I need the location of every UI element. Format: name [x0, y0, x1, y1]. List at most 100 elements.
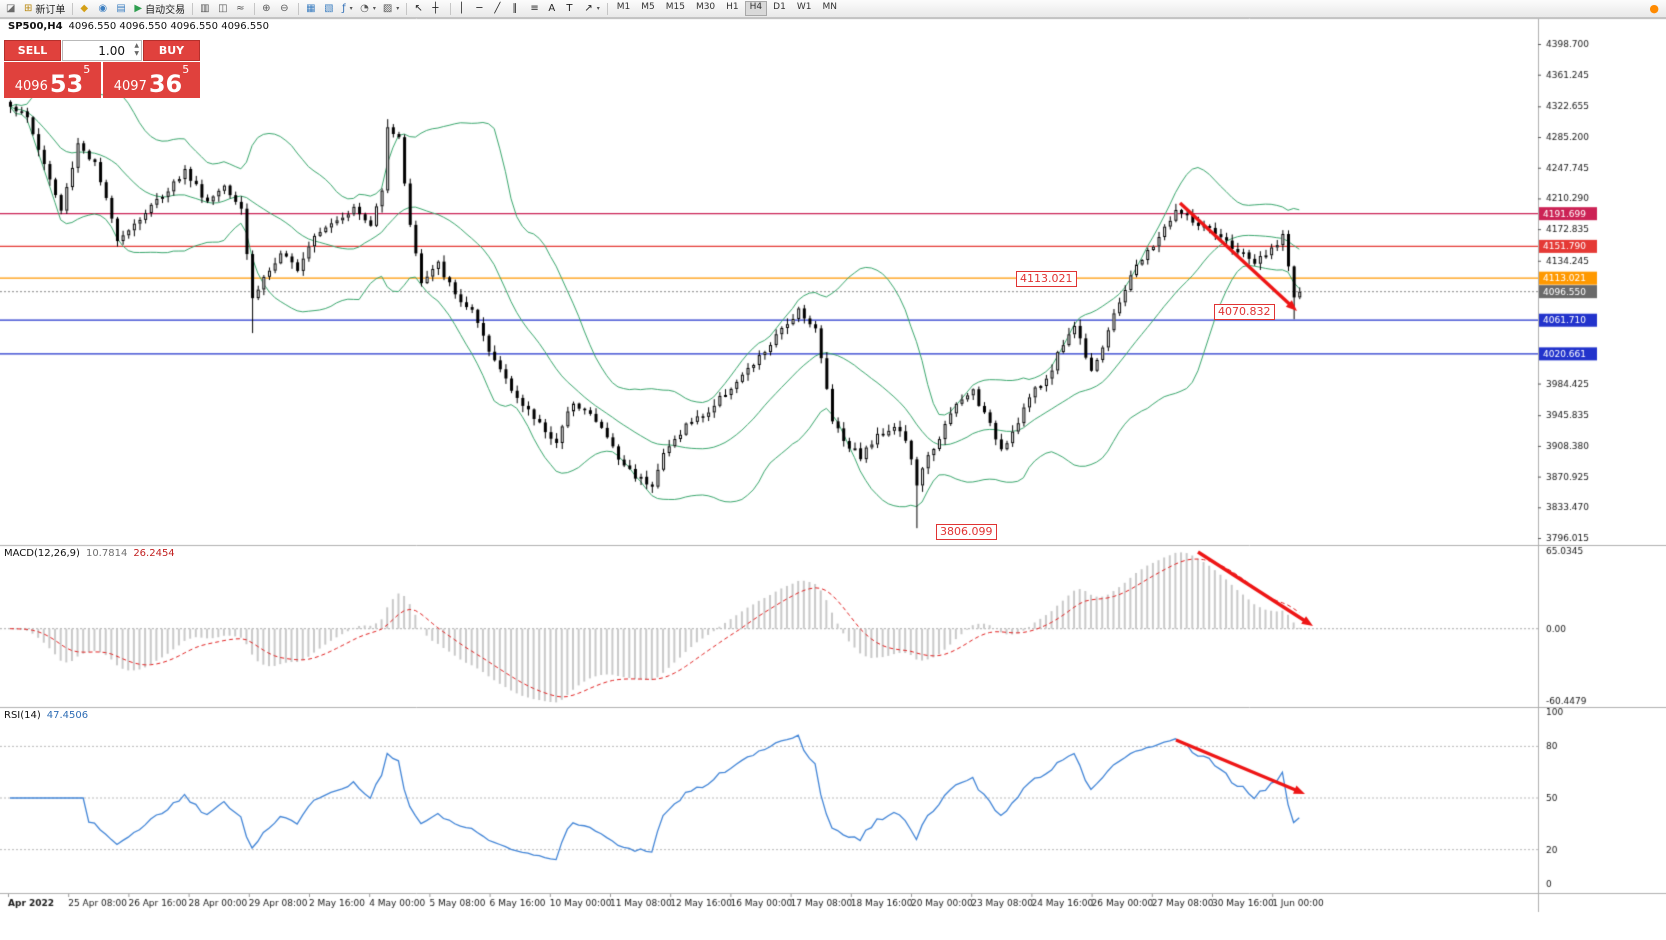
periods-icon: ◔ [360, 2, 369, 14]
dropdown-caret-icon: ▾ [372, 5, 376, 12]
toolbar-separator [298, 2, 300, 15]
alerts-icon[interactable]: ● [1649, 2, 1659, 15]
macd-header: MACD(12,26,9) 10.7814 26.2454 [4, 548, 175, 559]
timeframe-m1-button[interactable]: M1 [616, 2, 631, 12]
chart-window-button[interactable]: ◪ [3, 1, 20, 17]
text-label-button[interactable]: T [563, 1, 580, 17]
sell-price-pips: 53 [49, 69, 84, 98]
bar-chart-button[interactable]: ▥ [197, 1, 214, 17]
toolbar-separator [192, 2, 194, 15]
tile-windows-button[interactable]: ▦ [303, 1, 320, 17]
crosshair-button[interactable]: ┼ [429, 1, 446, 17]
trendline-button[interactable]: ╱ [491, 1, 508, 17]
arrows-button[interactable]: ↗ ▾ [581, 1, 602, 17]
zoom-out-button[interactable]: ⊖ [277, 1, 294, 17]
autotrade-label: 自动交易 [145, 5, 186, 16]
templates-icon: ▨ [382, 2, 393, 14]
macd-signal-value: 26.2454 [133, 548, 175, 559]
sell-price-button[interactable]: 4096 53 5 [4, 62, 101, 98]
dropdown-caret-icon: ▾ [596, 5, 600, 12]
metaeditor-button[interactable]: ◆ [77, 1, 94, 17]
buy-button[interactable]: BUY [143, 40, 200, 61]
cascade-windows-icon: ▧ [324, 2, 334, 14]
indicators-icon: ƒ [342, 2, 346, 14]
market-watch-button[interactable]: ◉ [95, 1, 112, 17]
price-annotation[interactable]: 4113.021 [1016, 271, 1077, 287]
cursor-button[interactable]: ↖ [411, 1, 428, 17]
macd-main-value: 10.7814 [85, 548, 128, 559]
toolbar-right: ● [1649, 2, 1663, 15]
macd-name: MACD(12,26,9) [4, 548, 80, 559]
one-click-trading-panel: SELL 1.00 ▲ ▼ BUY 4096 53 5 4097 36 5 [4, 40, 200, 98]
timeframe-d1-button[interactable]: D1 [773, 2, 786, 12]
templates-button[interactable]: ▨ ▾ [380, 1, 402, 17]
new-order-label: 新订单 [35, 5, 66, 16]
buy-price-big: 4097 [113, 78, 147, 94]
timeframe-m5-button[interactable]: M5 [641, 2, 655, 12]
volume-up-icon[interactable]: ▲ [134, 42, 139, 49]
sell-price-point: 5 [83, 63, 91, 76]
text-icon: A [548, 2, 556, 14]
candlestick-chart-button[interactable]: ◫ [215, 1, 232, 17]
navigator-button[interactable]: ▤ [113, 1, 130, 17]
crosshair-icon: ┼ [432, 2, 439, 14]
buy-price-point: 5 [182, 63, 190, 76]
sell-price-big: 4096 [14, 78, 48, 94]
toolbar-separator [606, 2, 608, 15]
cascade-windows-button[interactable]: ▧ [321, 1, 338, 17]
bar-chart-icon: ▥ [200, 2, 210, 14]
buy-price-pips: 36 [148, 69, 183, 98]
line-chart-button[interactable]: ≈ [233, 1, 250, 17]
fibonacci-button[interactable]: ≡ [527, 1, 544, 17]
horizontal-line-button[interactable]: ─ [473, 1, 490, 17]
vertical-line-button[interactable]: │ [455, 1, 472, 17]
buy-price-button[interactable]: 4097 36 5 [103, 62, 200, 98]
horizontal-line-icon: ─ [476, 2, 483, 14]
text-button[interactable]: A [545, 1, 562, 17]
arrows-icon: ↗ [584, 2, 593, 14]
fibonacci-icon: ≡ [530, 2, 539, 14]
zoom-in-button[interactable]: ⊕ [259, 1, 276, 17]
price-annotation[interactable]: 4070.832 [1214, 304, 1275, 320]
timeframe-h4-button[interactable]: H4 [744, 1, 768, 16]
symbol-label: SP500,H4 [8, 21, 63, 32]
volume-value: 1.00 [98, 43, 125, 58]
volume-stepper[interactable]: 1.00 ▲ ▼ [62, 40, 142, 61]
text-label-icon: T [566, 2, 573, 14]
volume-down-icon[interactable]: ▼ [134, 50, 139, 57]
candlestick-chart-icon: ◫ [218, 2, 228, 14]
timeframe-m15-button[interactable]: M15 [665, 2, 685, 12]
timeframe-m30-button[interactable]: M30 [695, 2, 716, 12]
cursor-icon: ↖ [414, 2, 423, 14]
zoom-out-icon: ⊖ [280, 2, 289, 14]
metaeditor-icon: ◆ [80, 2, 89, 14]
periods-button[interactable]: ◔ ▾ [357, 1, 379, 17]
chart-title: SP500,H4 4096.550 4096.550 4096.550 4096.… [8, 21, 269, 32]
new-order-icon: ⊞ [24, 2, 33, 14]
dropdown-caret-icon: ▾ [396, 5, 400, 12]
new-order-button[interactable]: ⊞ 新订单 [21, 1, 68, 17]
navigator-icon: ▤ [116, 2, 126, 14]
toolbar-separator [406, 2, 408, 15]
indicators-button[interactable]: ƒ ▾ [339, 1, 356, 17]
toolbar-separator [72, 2, 74, 15]
tile-windows-icon: ▦ [306, 2, 316, 14]
equidistant-channel-button[interactable]: ∥ [509, 1, 526, 17]
chart-window-icon: ◪ [6, 2, 16, 14]
sell-button[interactable]: SELL [4, 40, 61, 61]
rsi-value: 47.4506 [46, 710, 89, 721]
autotrade-icon: ▶ [134, 2, 143, 14]
volume-spinner[interactable]: ▲ ▼ [134, 42, 139, 58]
toolbar-separator [450, 2, 452, 15]
timeframe-h1-button[interactable]: H1 [726, 2, 739, 12]
trendline-icon: ╱ [494, 2, 501, 14]
autotrade-button[interactable]: ▶ 自动交易 [131, 1, 188, 17]
equidistant-channel-icon: ∥ [512, 2, 518, 14]
timeframe-w1-button[interactable]: W1 [796, 2, 812, 12]
line-chart-icon: ≈ [236, 2, 245, 14]
timeframe-mn-button[interactable]: MN [822, 2, 837, 12]
price-annotation[interactable]: 3806.099 [936, 524, 997, 540]
market-watch-icon: ◉ [98, 2, 108, 14]
